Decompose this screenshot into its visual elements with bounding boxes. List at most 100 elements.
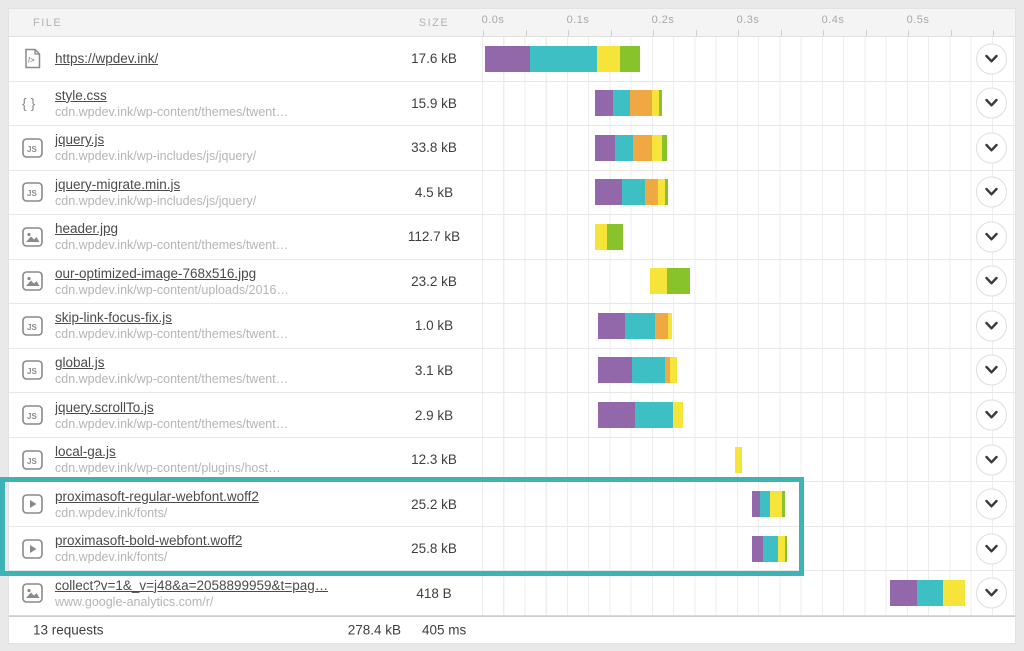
waterfall-bar-segment-teal (760, 491, 771, 518)
file-link[interactable]: proximasoft-bold-webfont.woff2 (55, 533, 243, 549)
waterfall-cell (478, 482, 1015, 526)
waterfall-bar-segment-green (666, 268, 691, 295)
js-file-icon: JS (21, 182, 43, 203)
waterfall-cell (478, 393, 1015, 437)
request-row: JS jquery.scrollTo.js cdn.wpdev.ink/wp-c… (9, 393, 1015, 438)
file-path: cdn.wpdev.ink/wp-content/themes/twent… (55, 416, 289, 431)
expand-row-button[interactable] (976, 87, 1007, 119)
time-tick-mark (823, 30, 824, 36)
time-tick-mark (525, 30, 527, 36)
request-row: proximasoft-regular-webfont.woff2 cdn.wp… (9, 482, 1015, 527)
expand-row-button[interactable] (976, 221, 1007, 253)
waterfall-bar-segment-yellow (649, 268, 667, 295)
file-size: 2.9 kB (414, 407, 454, 423)
waterfall-bar-segment-teal (624, 312, 655, 339)
waterfall-bar-segment-purple (597, 357, 632, 384)
file-path: cdn.wpdev.ink/wp-content/themes/twent… (55, 371, 289, 386)
waterfall-cell (478, 215, 1015, 259)
waterfall-cell (478, 81, 1015, 126)
request-row: JS global.js cdn.wpdev.ink/wp-content/th… (9, 348, 1015, 394)
file-link[interactable]: header.jpg (55, 221, 119, 237)
time-tick-mark (908, 30, 909, 36)
waterfall-cell (478, 348, 1015, 393)
table-header: FILE SIZE 0.0s 0.1s 0.2s 0.3s 0.4s 0.5s (9, 9, 1015, 37)
css-braces-icon: { } (21, 93, 43, 113)
chevron-down-icon (985, 99, 998, 108)
js-file-icon: JS (21, 316, 43, 336)
file-link[interactable]: jquery-migrate.min.js (55, 176, 181, 192)
waterfall-bar-segment-yellow (734, 446, 743, 473)
chevron-down-icon (985, 455, 998, 464)
request-list: /> https://wpdev.ink/ 17.6 kB { } style.… (9, 37, 1015, 616)
file-size: 17.6 kB (411, 51, 457, 67)
waterfall-bar-segment-teal (529, 45, 597, 72)
expand-row-button[interactable] (976, 265, 1007, 297)
waterfall-bar-segment-purple (595, 134, 615, 161)
file-size: 23.2 kB (411, 273, 457, 289)
expand-row-button[interactable] (976, 399, 1007, 431)
time-tick-mark (610, 30, 612, 36)
expand-row-button[interactable] (976, 43, 1007, 75)
expand-row-button[interactable] (976, 354, 1007, 386)
waterfall-bar-segment-yellow (596, 45, 620, 72)
waterfall-cell (478, 304, 1015, 348)
chevron-down-icon (985, 188, 998, 197)
time-tick-label: 0.2s (651, 14, 675, 26)
chevron-down-icon (985, 410, 998, 420)
time-tick-mark (780, 30, 782, 36)
file-size: 4.5 kB (414, 184, 454, 200)
waterfall-bar-segment-teal (613, 90, 631, 117)
time-tick-label: 0.5s (906, 14, 930, 26)
expand-row-button[interactable] (976, 488, 1007, 520)
file-link[interactable]: our-optimized-image-768x516.jpg (55, 265, 257, 281)
chevron-down-icon (985, 499, 998, 509)
file-link[interactable]: proximasoft-regular-webfont.woff2 (55, 488, 259, 504)
time-tick-mark (695, 30, 697, 36)
expand-row-button[interactable] (976, 577, 1007, 609)
time-axis: 0.0s 0.1s 0.2s 0.3s 0.4s 0.5s (478, 9, 1015, 36)
file-path: cdn.wpdev.ink/fonts/ (55, 550, 168, 565)
js-file-icon: JS (21, 405, 43, 425)
file-path: cdn.wpdev.ink/wp-content/themes/twent… (55, 327, 289, 342)
request-row: JS skip-link-focus-fix.js cdn.wpdev.ink/… (9, 304, 1015, 349)
file-link[interactable]: skip-link-focus-fix.js (55, 310, 173, 326)
chevron-down-icon (985, 54, 998, 63)
request-row: { } style.css cdn.wpdev.ink/wp-content/t… (9, 81, 1015, 127)
waterfall-bar-segment-yellow (673, 402, 683, 429)
font-file-icon (21, 538, 43, 559)
waterfall-bar-segment-yellow (652, 134, 663, 161)
request-row: our-optimized-image-768x516.jpg cdn.wpde… (9, 259, 1015, 305)
waterfall-bar-segment-green (664, 179, 669, 206)
size-column-header: SIZE (418, 16, 450, 29)
svg-text:JS: JS (27, 367, 37, 376)
waterfall-bar-segment-green (619, 45, 641, 72)
time-tick-label: 0.1s (566, 14, 590, 26)
request-row: JS jquery.js cdn.wpdev.ink/wp-includes/j… (9, 126, 1015, 171)
waterfall-bar-segment-purple (751, 491, 761, 518)
file-link[interactable]: style.css (55, 87, 107, 103)
file-link[interactable]: global.js (55, 354, 105, 370)
file-path: cdn.wpdev.ink/wp-includes/js/jquery/ (55, 149, 257, 164)
waterfall-bar-segment-green (658, 90, 663, 117)
waterfall-cell (478, 37, 1015, 81)
file-link[interactable]: jquery.js (55, 132, 105, 148)
time-tick-mark (865, 30, 867, 36)
expand-row-button[interactable] (976, 176, 1007, 208)
file-size: 25.8 kB (411, 541, 457, 557)
waterfall-bar-segment-yellow (942, 580, 965, 607)
svg-text:JS: JS (27, 189, 37, 198)
chevron-down-icon (985, 321, 998, 330)
waterfall-cell (478, 170, 1015, 215)
expand-row-button[interactable] (976, 533, 1007, 565)
file-link[interactable]: https://wpdev.ink/ (55, 51, 159, 67)
file-size: 33.8 kB (411, 140, 457, 156)
waterfall-bar-segment-yellow (668, 312, 672, 339)
file-link[interactable]: local-ga.js (55, 444, 116, 460)
svg-text:JS: JS (27, 145, 37, 154)
expand-row-button[interactable] (976, 310, 1007, 342)
waterfall-bar-segment-purple (595, 179, 623, 206)
file-link[interactable]: collect?v=1&_v=j48&a=2058899959&t=pag… (55, 577, 329, 593)
expand-row-button[interactable] (976, 132, 1007, 164)
expand-row-button[interactable] (976, 444, 1007, 476)
file-link[interactable]: jquery.scrollTo.js (55, 399, 154, 415)
